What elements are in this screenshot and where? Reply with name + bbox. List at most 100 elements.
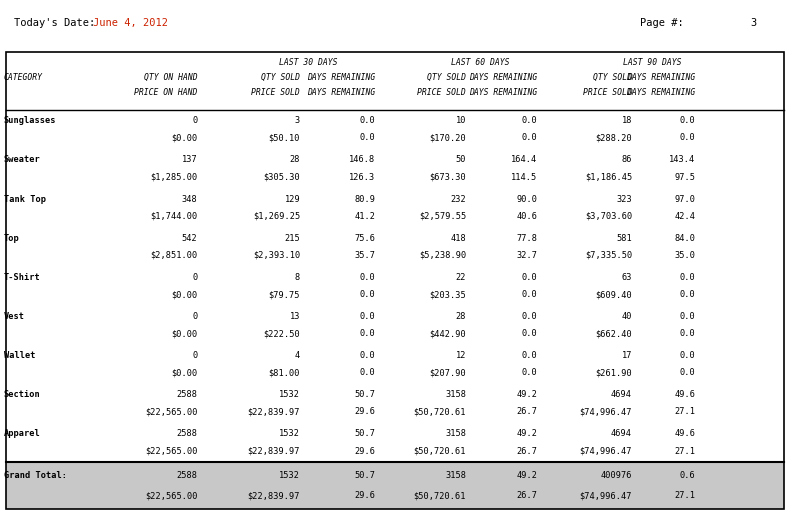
Text: $3,703.60: $3,703.60 <box>585 212 632 221</box>
Text: 146.8: 146.8 <box>349 155 375 164</box>
Text: 3158: 3158 <box>445 390 466 399</box>
Text: $288.20: $288.20 <box>595 134 632 142</box>
Text: 49.2: 49.2 <box>516 429 537 438</box>
Text: 27.1: 27.1 <box>674 447 695 456</box>
Text: $2,851.00: $2,851.00 <box>150 251 198 260</box>
Text: 0.0: 0.0 <box>521 351 537 360</box>
Text: 2588: 2588 <box>176 429 198 438</box>
Text: DAYS REMAINING: DAYS REMAINING <box>469 73 537 82</box>
Text: CATEGORY: CATEGORY <box>4 73 43 82</box>
Text: 97.0: 97.0 <box>674 195 695 204</box>
Text: 50: 50 <box>456 155 466 164</box>
Text: 137: 137 <box>182 155 198 164</box>
Text: $50,720.61: $50,720.61 <box>414 447 466 456</box>
Text: 114.5: 114.5 <box>511 172 537 182</box>
Text: $305.30: $305.30 <box>263 172 300 182</box>
Text: 28: 28 <box>456 312 466 321</box>
Text: 215: 215 <box>284 234 300 243</box>
Text: DAYS REMAINING: DAYS REMAINING <box>627 88 695 97</box>
Text: $1,285.00: $1,285.00 <box>150 172 198 182</box>
Text: $0.00: $0.00 <box>171 134 198 142</box>
Text: $81.00: $81.00 <box>269 368 300 377</box>
Text: Section: Section <box>4 390 41 399</box>
Text: $74,996.47: $74,996.47 <box>580 491 632 500</box>
Text: 542: 542 <box>182 234 198 243</box>
Text: 49.2: 49.2 <box>516 390 537 399</box>
Text: LAST 30 DAYS: LAST 30 DAYS <box>279 57 337 67</box>
Text: 129: 129 <box>284 195 300 204</box>
Text: $50,720.61: $50,720.61 <box>414 408 466 416</box>
Text: 26.7: 26.7 <box>516 491 537 500</box>
Text: 97.5: 97.5 <box>674 172 695 182</box>
Text: 4694: 4694 <box>611 390 632 399</box>
Text: $1,186.45: $1,186.45 <box>585 172 632 182</box>
Text: Sweater: Sweater <box>4 155 41 164</box>
Text: 3158: 3158 <box>445 471 466 480</box>
Text: 0.0: 0.0 <box>679 312 695 321</box>
Text: $22,565.00: $22,565.00 <box>145 447 198 456</box>
Text: 0.0: 0.0 <box>679 116 695 125</box>
Text: $0.00: $0.00 <box>171 290 198 299</box>
Text: 2588: 2588 <box>176 471 198 480</box>
Text: PRICE ON HAND: PRICE ON HAND <box>134 88 198 97</box>
Text: PRICE SOLD: PRICE SOLD <box>583 88 632 97</box>
Text: Top: Top <box>4 234 20 243</box>
Text: 4694: 4694 <box>611 429 632 438</box>
Text: PRICE SOLD: PRICE SOLD <box>251 88 300 97</box>
Text: $609.40: $609.40 <box>595 290 632 299</box>
Text: 0.0: 0.0 <box>521 273 537 282</box>
Text: 0.0: 0.0 <box>359 273 375 282</box>
Text: 2588: 2588 <box>176 390 198 399</box>
Text: 0: 0 <box>192 312 198 321</box>
Text: 0: 0 <box>192 116 198 125</box>
Text: 0.6: 0.6 <box>679 471 695 480</box>
Text: 4: 4 <box>295 351 300 360</box>
Text: 0.0: 0.0 <box>679 134 695 142</box>
Text: June 4, 2012: June 4, 2012 <box>93 18 168 28</box>
Text: 12: 12 <box>456 351 466 360</box>
Text: $22,565.00: $22,565.00 <box>145 491 198 500</box>
Text: 3158: 3158 <box>445 429 466 438</box>
Text: QTY SOLD: QTY SOLD <box>593 73 632 82</box>
Text: 164.4: 164.4 <box>511 155 537 164</box>
Text: 0.0: 0.0 <box>521 116 537 125</box>
Text: $0.00: $0.00 <box>171 329 198 338</box>
Text: 27.1: 27.1 <box>674 491 695 500</box>
Text: 86: 86 <box>622 155 632 164</box>
Text: 18: 18 <box>622 116 632 125</box>
Text: 17: 17 <box>622 351 632 360</box>
Text: 0.0: 0.0 <box>359 329 375 338</box>
Text: $22,839.97: $22,839.97 <box>248 408 300 416</box>
Text: Wallet: Wallet <box>4 351 36 360</box>
Text: $22,565.00: $22,565.00 <box>145 408 198 416</box>
Text: $1,744.00: $1,744.00 <box>150 212 198 221</box>
Text: 77.8: 77.8 <box>516 234 537 243</box>
Text: $50,720.61: $50,720.61 <box>414 491 466 500</box>
Text: 1532: 1532 <box>279 390 300 399</box>
Text: QTY SOLD: QTY SOLD <box>261 73 300 82</box>
Text: 0.0: 0.0 <box>359 351 375 360</box>
Bar <box>6 462 784 509</box>
Text: 418: 418 <box>450 234 466 243</box>
Text: 0.0: 0.0 <box>521 312 537 321</box>
Text: 0.0: 0.0 <box>521 290 537 299</box>
Text: 0: 0 <box>192 273 198 282</box>
Text: 0.0: 0.0 <box>359 290 375 299</box>
Text: 84.0: 84.0 <box>674 234 695 243</box>
Text: 27.1: 27.1 <box>674 408 695 416</box>
Text: DAYS REMAINING: DAYS REMAINING <box>307 73 375 82</box>
Text: 49.2: 49.2 <box>516 471 537 480</box>
Text: Tank Top: Tank Top <box>4 195 46 204</box>
Text: 28: 28 <box>290 155 300 164</box>
Text: 41.2: 41.2 <box>354 212 375 221</box>
Text: 1532: 1532 <box>279 471 300 480</box>
Text: 0.0: 0.0 <box>521 134 537 142</box>
Text: 50.7: 50.7 <box>354 429 375 438</box>
Text: 75.6: 75.6 <box>354 234 375 243</box>
Text: 0.0: 0.0 <box>521 329 537 338</box>
Text: 29.6: 29.6 <box>354 491 375 500</box>
Text: 80.9: 80.9 <box>354 195 375 204</box>
Text: 0.0: 0.0 <box>359 116 375 125</box>
Text: 348: 348 <box>182 195 198 204</box>
Text: $673.30: $673.30 <box>429 172 466 182</box>
